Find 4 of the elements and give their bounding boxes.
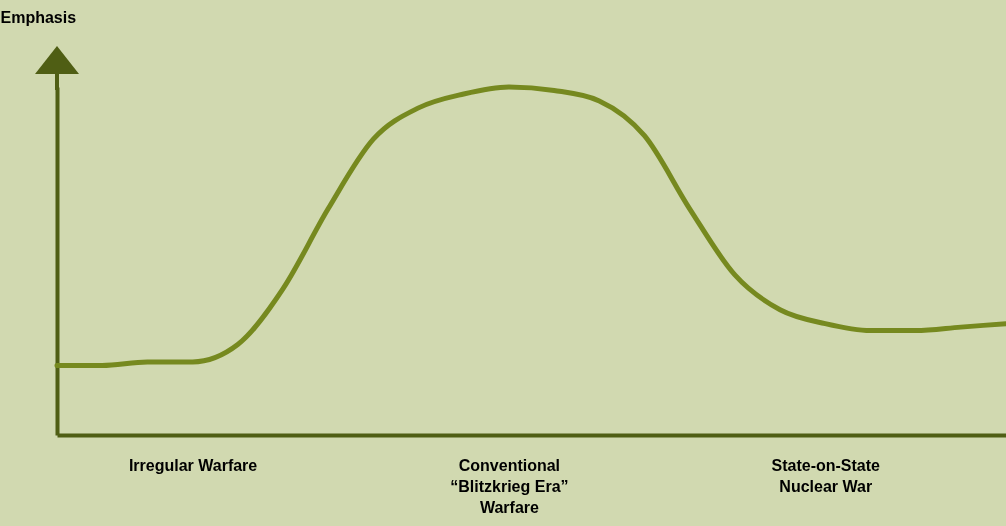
x-tick-label: Irregular Warfare [128, 456, 258, 474]
x-tick-label: Conventional “Blitzkrieg Era” Warfare [450, 456, 569, 516]
x-tick-label: State-on-State Nuclear War [771, 456, 881, 495]
y-axis-title: Emphasis [0, 8, 77, 26]
